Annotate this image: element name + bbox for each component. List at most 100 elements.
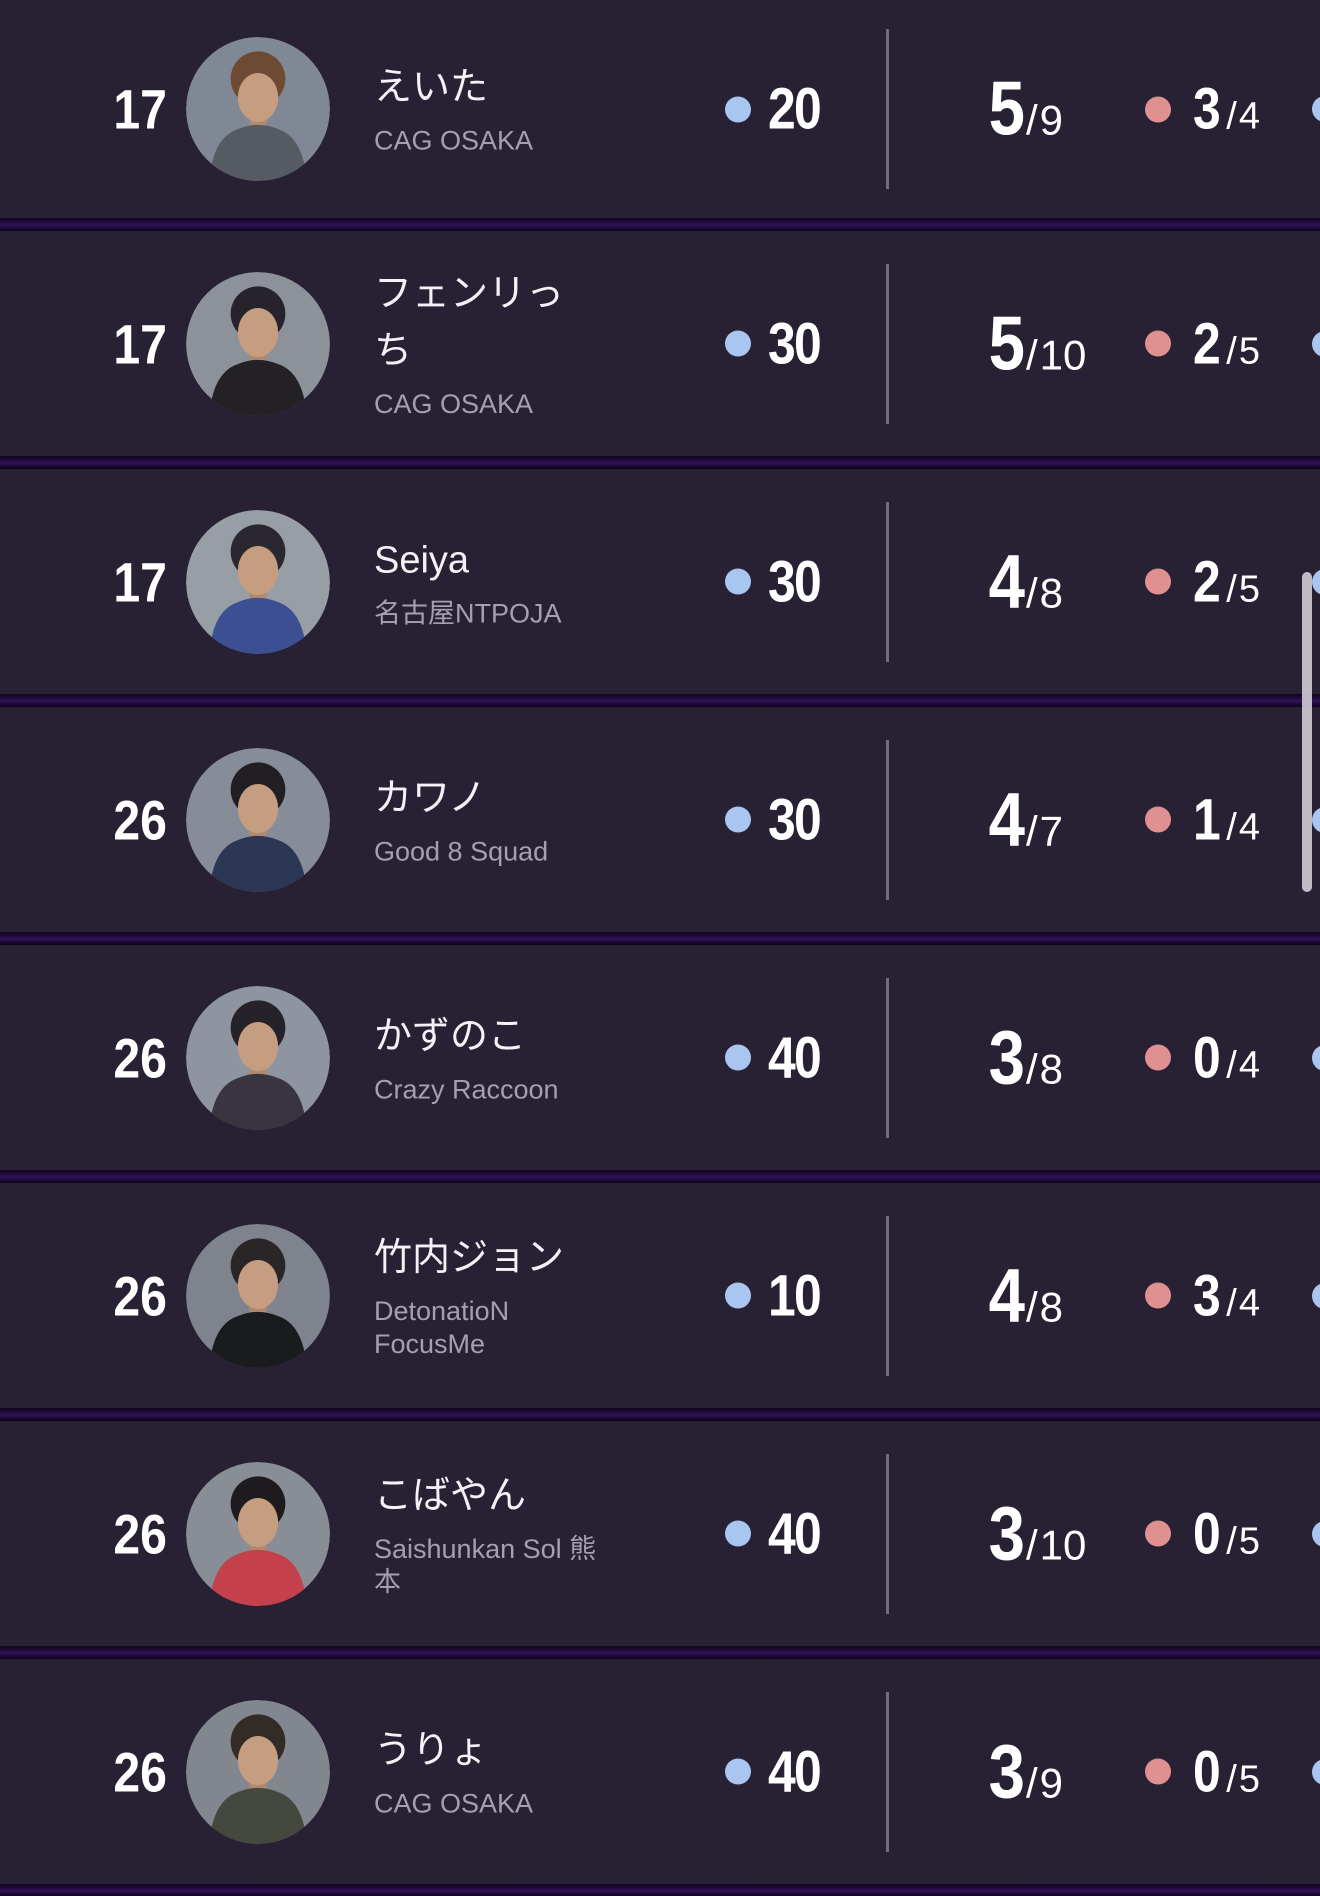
main-score-won: 5 xyxy=(988,301,1024,386)
sub-score: 2 5 xyxy=(1145,310,1260,377)
points-value: 30 xyxy=(768,549,822,614)
main-score: 3 9 xyxy=(915,1728,1125,1815)
sub-score-won: 0 xyxy=(1193,1501,1221,1566)
player-name: こばやん xyxy=(374,1474,527,1517)
next-column-dot-icon xyxy=(1312,1520,1320,1547)
points-dot-icon xyxy=(725,1282,751,1309)
main-score-total: 10 xyxy=(1026,331,1087,379)
points-stat: 40 xyxy=(725,1738,829,1805)
points-dot-icon xyxy=(725,96,751,122)
player-avatar xyxy=(186,985,330,1130)
rank-number: 26 xyxy=(113,1740,167,1803)
sub-score-dot-icon xyxy=(1145,568,1171,595)
player-row[interactable]: 26 竹内ジョン DetonatioN FocusMe 10 xyxy=(0,1183,1320,1408)
main-score: 4 7 xyxy=(915,776,1125,863)
sub-score-total: 4 xyxy=(1226,1044,1260,1087)
next-column-dot-icon xyxy=(1312,330,1320,357)
player-avatar xyxy=(186,1699,330,1844)
column-divider xyxy=(886,29,889,189)
main-score-total: 9 xyxy=(1026,97,1063,145)
row-separator xyxy=(0,1884,1320,1896)
avatar-shirt xyxy=(209,124,307,181)
rank-number: 26 xyxy=(113,1502,167,1565)
player-row[interactable]: 26 かずのこ Crazy Raccoon 40 3 xyxy=(0,945,1320,1170)
sub-score-won: 2 xyxy=(1193,549,1221,614)
rank-number: 26 xyxy=(113,1264,167,1327)
sub-score: 0 5 xyxy=(1145,1500,1260,1567)
player-avatar xyxy=(186,271,330,416)
player-team: Crazy Raccoon xyxy=(374,1074,559,1105)
sub-score-won: 1 xyxy=(1193,787,1221,852)
sub-score-total: 4 xyxy=(1226,96,1260,139)
sub-score: 3 4 xyxy=(1145,1262,1260,1329)
sub-score-total: 4 xyxy=(1226,806,1260,849)
points-stat: 20 xyxy=(725,76,829,143)
player-team: DetonatioN FocusMe xyxy=(374,1295,510,1359)
points-dot-icon xyxy=(725,568,751,595)
row-separator xyxy=(0,1408,1320,1421)
column-divider xyxy=(886,263,889,424)
sub-score-won: 0 xyxy=(1193,1739,1221,1804)
rank-number: 26 xyxy=(113,1026,167,1089)
sub-score-total: 5 xyxy=(1226,1520,1260,1563)
rank-number: 17 xyxy=(113,312,167,375)
main-score: 3 10 xyxy=(915,1490,1125,1577)
column-divider xyxy=(886,501,889,662)
main-score-won: 4 xyxy=(988,777,1024,862)
rank-number: 17 xyxy=(113,77,167,141)
player-avatar xyxy=(186,1223,330,1368)
player-team: Good 8 Squad xyxy=(374,836,549,867)
sub-score-won: 3 xyxy=(1193,1263,1221,1328)
points-dot-icon xyxy=(725,1758,751,1785)
points-stat: 40 xyxy=(725,1024,829,1091)
main-score-won: 3 xyxy=(988,1729,1024,1814)
avatar-face xyxy=(237,1259,279,1309)
player-row[interactable]: 26 カワノ Good 8 Squad 30 4 xyxy=(0,707,1320,932)
points-value: 20 xyxy=(768,76,822,142)
points-value: 10 xyxy=(768,1263,822,1328)
next-column-dot-icon xyxy=(1312,806,1320,833)
rank-number: 17 xyxy=(113,550,167,613)
player-identity: えいた CAG OSAKA xyxy=(374,60,533,159)
sub-score-dot-icon xyxy=(1145,1282,1171,1309)
sub-score-dot-icon xyxy=(1145,806,1171,833)
sub-score: 0 4 xyxy=(1145,1024,1260,1091)
player-team: Saishunkan Sol 熊本 xyxy=(374,1533,597,1597)
main-score-total: 8 xyxy=(1026,569,1063,617)
sub-score: 1 4 xyxy=(1145,786,1260,853)
row-separator xyxy=(0,218,1320,231)
row-separator xyxy=(0,1646,1320,1659)
main-score: 5 10 xyxy=(915,300,1125,387)
points-stat: 30 xyxy=(725,548,829,615)
next-column-dot-icon xyxy=(1312,96,1320,122)
sub-score-won: 0 xyxy=(1193,1025,1221,1090)
player-row[interactable]: 17 えいた CAG OSAKA 20 5 xyxy=(0,0,1320,218)
avatar-shirt xyxy=(209,1549,307,1606)
player-row[interactable]: 26 うりょ CAG OSAKA 40 3 xyxy=(0,1659,1320,1884)
avatar-face xyxy=(237,73,279,122)
player-row[interactable]: 17 フェンリっち CAG OSAKA 30 5 xyxy=(0,231,1320,456)
main-score: 4 8 xyxy=(915,538,1125,625)
points-dot-icon xyxy=(725,1520,751,1547)
player-name: 竹内ジョン xyxy=(374,1236,565,1279)
player-row[interactable]: 17 Seiya 名古屋NTPOJA 30 4 xyxy=(0,469,1320,694)
player-team: CAG OSAKA xyxy=(374,1788,534,1819)
sub-score-total: 5 xyxy=(1226,1758,1260,1801)
main-score: 5 9 xyxy=(915,66,1125,153)
main-score-total: 9 xyxy=(1026,1759,1063,1807)
player-row[interactable]: 26 こばやん Saishunkan Sol 熊本 40 3 xyxy=(0,1421,1320,1646)
row-separator xyxy=(0,456,1320,469)
main-score-total: 7 xyxy=(1026,807,1063,855)
next-column-dot-icon xyxy=(1312,1044,1320,1071)
points-stat: 40 xyxy=(725,1500,829,1567)
next-column-dot-icon xyxy=(1312,1282,1320,1309)
scrollbar-thumb[interactable] xyxy=(1302,572,1312,892)
main-score-total: 8 xyxy=(1026,1283,1063,1331)
column-divider xyxy=(886,739,889,900)
main-score-total: 8 xyxy=(1026,1045,1063,1093)
avatar-face xyxy=(237,1497,279,1547)
main-score-won: 5 xyxy=(988,66,1024,152)
points-value: 40 xyxy=(768,1739,822,1804)
avatar-face xyxy=(237,1021,279,1071)
